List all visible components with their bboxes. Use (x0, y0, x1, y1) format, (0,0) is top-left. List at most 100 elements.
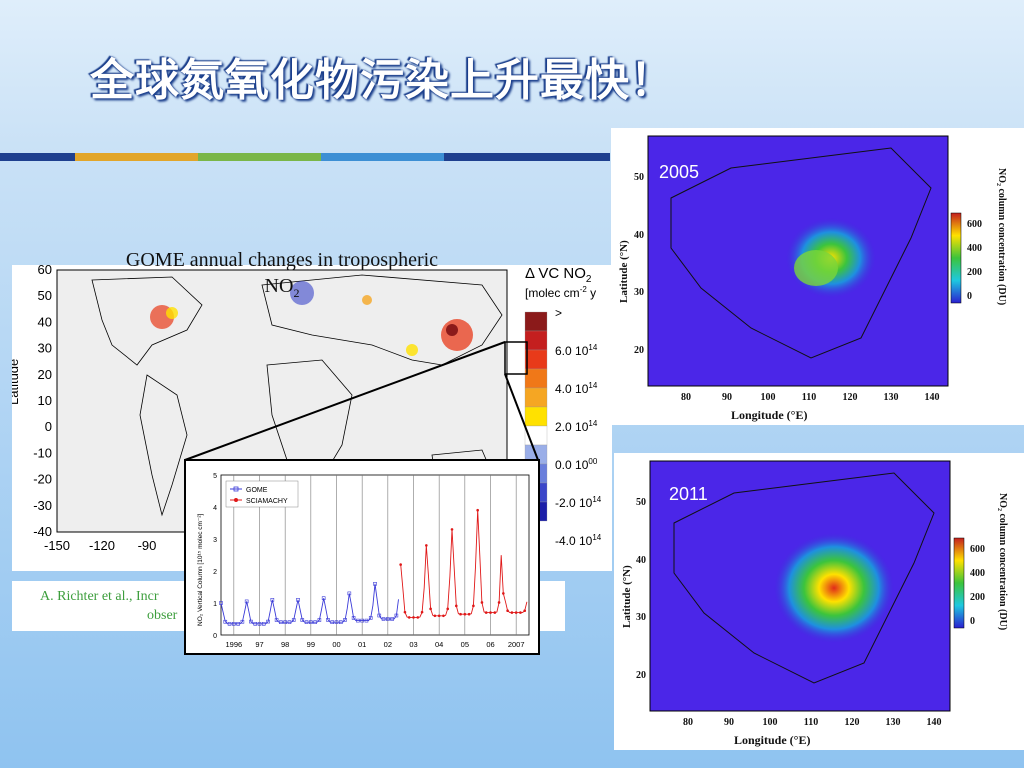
legend-label: 0.0 1000 (555, 457, 598, 472)
series-point-gome (279, 620, 283, 624)
ts-x-tick: 06 (486, 640, 494, 649)
china-cbar-tick: 0 (970, 616, 975, 627)
china-x-tick: 90 (722, 392, 732, 403)
series-point-sciamachy (459, 612, 462, 616)
series-point-sciamachy (433, 614, 437, 618)
series-point-gome (338, 620, 343, 624)
legend-label: 6.0 1014 (555, 343, 598, 358)
series-point-sciamachy (467, 612, 471, 616)
legend-units-tail: y (586, 286, 597, 300)
ts-y-tick: 3 (213, 537, 217, 544)
series-point-gome (257, 622, 262, 626)
legend-gome-label: GOME (246, 487, 268, 494)
accent-segment-lightblue (321, 153, 444, 161)
gome-y-tick: 50 (38, 288, 52, 303)
china-x-tick: 130 (884, 392, 899, 403)
series-point-sciamachy (523, 609, 527, 613)
gome-x-tick: -90 (138, 538, 157, 553)
china-2005-colorbar-ticks: 600 400 200 0 (967, 219, 982, 302)
china-y-tick: 30 (634, 287, 644, 298)
legend-label-exp: 14 (588, 343, 597, 352)
series-point-sciamachy (437, 614, 441, 618)
ts-x-tick: 1996 (225, 640, 242, 649)
series-point-sciamachy (510, 611, 514, 614)
series-point-gome (317, 618, 322, 622)
gome-x-tick: -150 (44, 538, 70, 553)
gome-y-tick: -20 (33, 472, 52, 487)
timeseries-series (219, 508, 528, 626)
accent-segment-green (198, 153, 321, 161)
china-2011-x-ticks: 80 90 100 110 120 130 140 (683, 717, 942, 728)
china-2005-y-ticks: 50 40 30 20 (634, 172, 644, 356)
gome-title-sub: 2 (293, 286, 300, 300)
legend-units-text: [molec cm (525, 286, 580, 300)
china-x-tick: 130 (886, 717, 901, 728)
china-2005-xlabel: Longitude (°E) (731, 408, 807, 422)
china-y-tick: 50 (636, 497, 646, 508)
series-point-sciamachy (480, 601, 484, 604)
china-2011-panel: 50 40 30 20 80 90 100 110 120 130 140 2011 Longit… (614, 453, 1024, 750)
gome-map-title: GOME annual changes in tropospheric NO2 (62, 247, 502, 306)
series-point-gome (356, 618, 360, 623)
gome-y-tick: -40 (33, 524, 52, 539)
legend-label-exp: 14 (592, 495, 601, 504)
series-point-gome (373, 582, 377, 586)
china-x-tick: 100 (763, 717, 778, 728)
series-point-sciamachy (407, 616, 411, 619)
series-point-gome (360, 618, 364, 623)
china-y-tick: 20 (636, 670, 646, 681)
series-point-gome (244, 599, 249, 604)
gome-y-tick: 30 (38, 341, 52, 356)
gome-y-tick: -10 (33, 445, 52, 460)
china-x-tick: 120 (843, 392, 858, 403)
series-point-gome (334, 620, 339, 624)
legend-label: > (555, 306, 562, 320)
series-point-sciamachy (442, 614, 445, 618)
series-point-gome (381, 617, 386, 621)
gome-y-tick: 0 (45, 419, 52, 434)
china-x-tick: 110 (804, 717, 818, 728)
accent-segment-blue (0, 153, 75, 161)
legend-title-text: Δ VC NO (525, 265, 586, 282)
series-point-gome (291, 618, 296, 622)
ts-y-tick: 0 (213, 633, 217, 640)
series-point-gome (351, 616, 356, 620)
china-cbar-tick: 0 (967, 291, 972, 302)
series-point-sciamachy (484, 611, 488, 614)
series-point-gome (321, 596, 326, 600)
china-x-tick: 120 (845, 717, 860, 728)
series-point-sciamachy (429, 607, 432, 611)
china-2011-y-ticks: 50 40 30 20 (636, 497, 646, 681)
china-cbar-tick: 600 (967, 219, 982, 230)
series-point-sciamachy (399, 563, 402, 566)
ts-y-tick: 4 (213, 505, 217, 512)
china-2005-panel: 50 40 30 20 80 90 100 110 120 130 140 2005 Longit… (611, 128, 1024, 425)
legend-title-sub: 2 (585, 274, 592, 285)
series-point-sciamachy (514, 611, 518, 614)
gome-y-tick: -30 (33, 498, 52, 513)
ts-x-tick: 02 (384, 640, 392, 649)
citation-line2: obser (147, 608, 178, 623)
china-2011-xlabel: Longitude (°E) (734, 733, 810, 747)
legend-gome-marker (233, 486, 239, 492)
ts-x-tick: 00 (332, 640, 340, 649)
series-point-gome (232, 622, 236, 626)
series-point-sciamachy (489, 611, 492, 614)
china-y-tick: 30 (636, 612, 646, 623)
series-point-sciamachy (454, 604, 458, 608)
series-point-gome (219, 601, 223, 605)
china-y-tick: 40 (636, 555, 646, 566)
series-point-gome (227, 621, 232, 626)
legend-label-exp: 00 (588, 457, 597, 466)
series-point-sciamachy (416, 616, 420, 619)
series-point-gome (390, 617, 394, 621)
gome-y-tick: 40 (38, 314, 52, 329)
series-point-sciamachy (446, 607, 450, 611)
china-2011-colorbar (953, 537, 965, 629)
china-x-tick: 140 (927, 717, 942, 728)
china-2005-ylabel: Latitude (°N) (618, 240, 630, 303)
china-cbar-tick: 400 (970, 568, 985, 579)
citation-line1: A. Richter et al., Incr (40, 589, 159, 604)
china-x-tick: 90 (724, 717, 734, 728)
